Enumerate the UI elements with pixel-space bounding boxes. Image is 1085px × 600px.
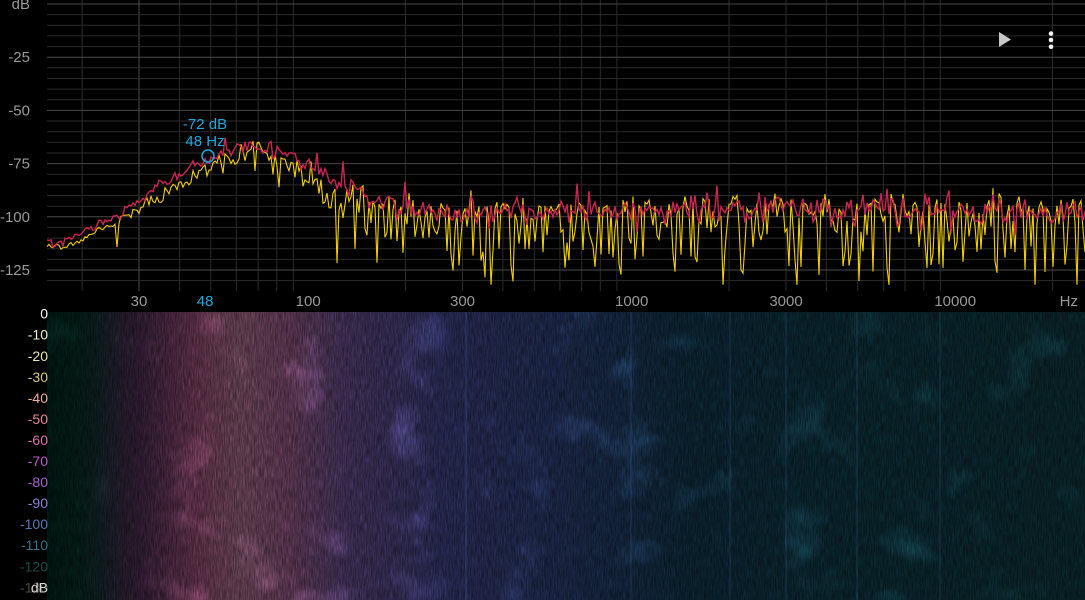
- svg-text:-60: -60: [28, 432, 48, 448]
- svg-text:-50: -50: [28, 411, 48, 427]
- svg-text:30: 30: [131, 293, 148, 310]
- svg-text:-20: -20: [28, 348, 48, 364]
- svg-text:-80: -80: [28, 474, 48, 490]
- svg-text:3000: 3000: [769, 293, 802, 310]
- svg-text:-70: -70: [28, 453, 48, 469]
- svg-text:-75: -75: [8, 156, 30, 173]
- svg-text:-40: -40: [28, 390, 48, 406]
- svg-text:Hz: Hz: [1060, 293, 1078, 310]
- svg-text:1000: 1000: [615, 293, 648, 310]
- svg-text:-50: -50: [8, 102, 30, 119]
- svg-text:-25: -25: [8, 49, 30, 66]
- svg-text:-120: -120: [20, 558, 48, 574]
- svg-text:-125: -125: [0, 262, 30, 279]
- svg-text:48: 48: [197, 293, 214, 310]
- svg-text:-90: -90: [28, 495, 48, 511]
- svg-text:-72 dB: -72 dB: [183, 116, 227, 133]
- svg-text:dB: dB: [12, 0, 30, 13]
- svg-text:-100: -100: [0, 209, 30, 226]
- svg-text:-110: -110: [21, 537, 48, 553]
- svg-text:-100: -100: [20, 516, 48, 532]
- svg-text:10000: 10000: [934, 293, 976, 310]
- svg-text:-10: -10: [28, 327, 48, 343]
- svg-text:dB: dB: [31, 579, 48, 595]
- svg-text:-30: -30: [28, 369, 48, 385]
- svg-text:48 Hz: 48 Hz: [185, 133, 224, 150]
- svg-text:100: 100: [296, 293, 321, 310]
- svg-text:300: 300: [450, 293, 475, 310]
- svg-text:0: 0: [40, 306, 48, 322]
